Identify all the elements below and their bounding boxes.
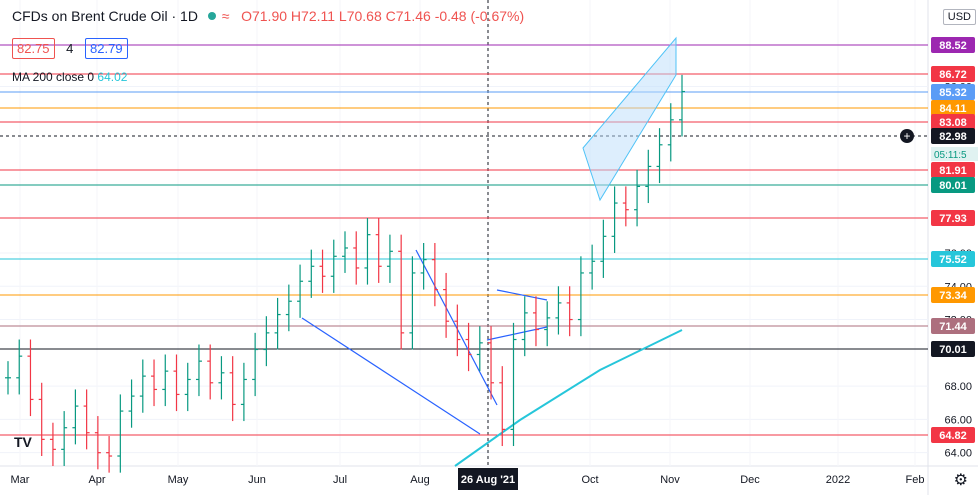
price-level-badge <box>931 100 975 116</box>
price-level-badge <box>931 210 975 226</box>
market-status-icon <box>207 12 216 20</box>
ohlc-open: O71.90 <box>241 8 288 24</box>
chart-header: CFDs on Brent Crude Oil · 1D ≈ O71.90 H7… <box>12 8 524 24</box>
indicator-legend[interactable]: MA 200 close 0 64.02 <box>12 70 127 84</box>
x-crosshair-label-bg <box>458 468 518 490</box>
x-tick-label: May <box>168 474 189 486</box>
x-tick-label: Feb <box>906 474 925 486</box>
pennant-upper <box>496 289 548 301</box>
falling-wedge-upper <box>415 249 498 406</box>
price-level-badge <box>931 318 975 334</box>
price-level-label: 83.08 <box>939 117 967 129</box>
ma200-line <box>454 329 683 467</box>
price-axis <box>928 0 978 495</box>
price-level-badge <box>931 162 975 178</box>
price-level-badge <box>931 177 975 193</box>
ascending-channel <box>582 36 677 202</box>
x-tick-label: Dec <box>740 474 760 486</box>
price-level-label: 86.72 <box>939 69 967 81</box>
price-level-label: 70.01 <box>939 344 967 356</box>
y-tick-label: 68.00 <box>944 381 972 393</box>
tilde-icon: ≈ <box>221 8 230 24</box>
countdown-badge <box>931 147 978 161</box>
bid-ask-row: 82.75 4 82.79 <box>12 38 128 59</box>
symbol-title[interactable]: CFDs on Brent Crude Oil · 1D <box>12 8 198 24</box>
x-tick-label: Aug <box>410 474 430 486</box>
x-tick-label: Jun <box>248 474 266 486</box>
price-level-label: 73.34 <box>939 290 967 302</box>
price-level-badge <box>931 37 975 53</box>
price-level-badge <box>931 251 975 267</box>
price-level-badge <box>931 341 975 357</box>
price-level-label: 64.82 <box>939 430 967 442</box>
x-tick-label: Mar <box>11 474 30 486</box>
x-tick-label: Apr <box>88 474 105 486</box>
price-level-label: 81.91 <box>939 165 967 177</box>
bid-price[interactable]: 82.75 <box>12 38 55 59</box>
add-alert-plus: + <box>903 129 910 143</box>
price-level-label: 80.01 <box>939 180 967 192</box>
price-level-badge <box>931 287 975 303</box>
x-tick-label: Oct <box>581 474 598 486</box>
x-tick-label: Nov <box>660 474 680 486</box>
price-level-label: 85.32 <box>939 87 967 99</box>
price-level-badge <box>931 427 975 443</box>
x-tick-label: 26 Aug '21 <box>461 474 515 486</box>
tradingview-logo: TV <box>14 434 32 450</box>
spread-value: 4 <box>66 41 74 56</box>
add-alert-icon <box>900 129 914 143</box>
price-level-label: 77.93 <box>939 213 967 225</box>
price-level-label: 71.44 <box>939 321 967 333</box>
ohlc-low: L70.68 <box>338 8 382 24</box>
indicator-value: 64.02 <box>97 70 128 84</box>
x-tick-label: 2022 <box>826 474 850 486</box>
ohlc-high: H72.11 <box>290 8 336 24</box>
price-level-badge <box>931 84 975 100</box>
x-tick-label: Jul <box>333 474 347 486</box>
price-level-label: 88.52 <box>939 40 967 52</box>
falling-wedge-lower <box>301 317 481 435</box>
price-level-label: 75.52 <box>939 254 967 266</box>
price-level-badge <box>931 128 975 144</box>
indicator-label: MA 200 close 0 <box>12 70 95 84</box>
price-level-label: 84.11 <box>940 103 967 115</box>
y-tick-label: 64.00 <box>944 448 972 460</box>
ohlc-change: -0.48 (-0.67%) <box>434 8 525 24</box>
price-level-badge <box>931 114 975 130</box>
ohlc-close: C71.46 <box>385 8 431 24</box>
countdown-label: 05:11:5 <box>934 150 967 161</box>
ask-price[interactable]: 82.79 <box>85 38 128 59</box>
currency-selector[interactable]: USD <box>942 9 976 25</box>
price-level-label: 82.98 <box>939 131 967 143</box>
y-tick-label: 66.00 <box>944 414 972 426</box>
settings-gear-icon[interactable]: ⚙ <box>953 472 968 489</box>
price-level-badge <box>931 66 975 82</box>
